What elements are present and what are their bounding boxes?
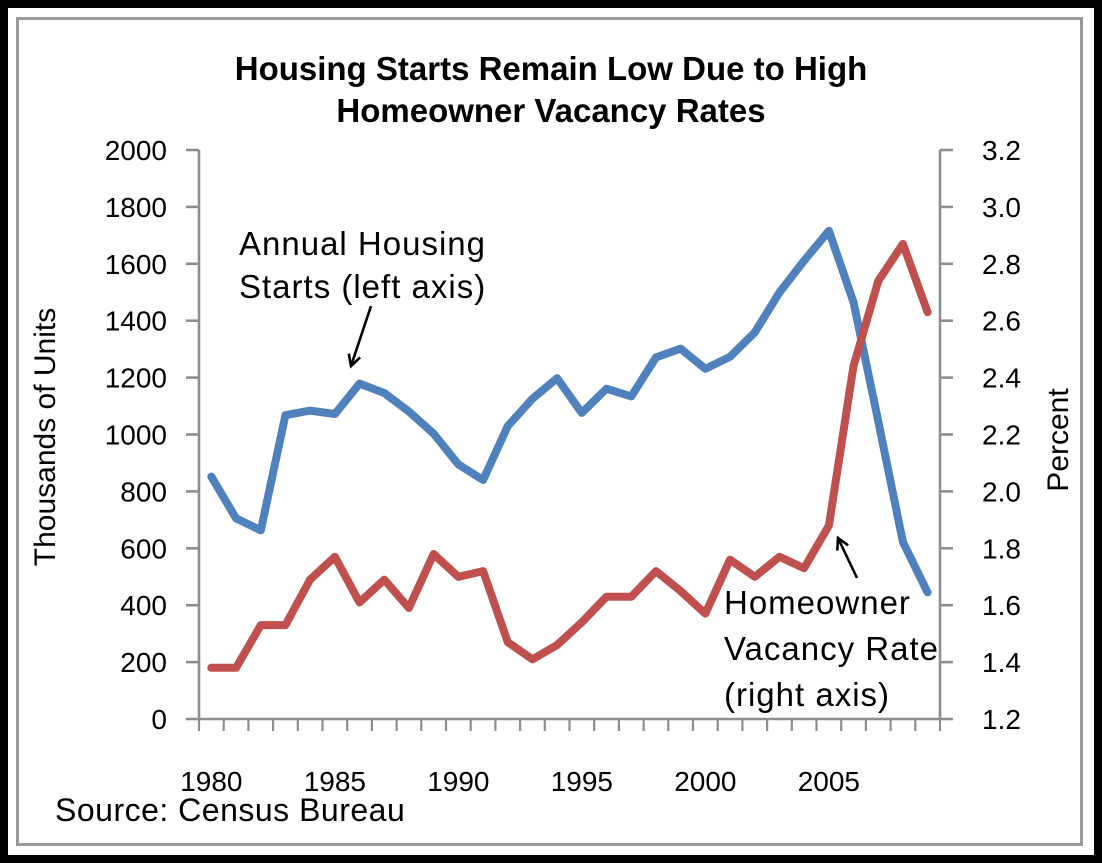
annotation-housing-starts-line-1: Annual Housing: [239, 225, 486, 262]
right-axis-tick-label: 1.4: [982, 647, 1021, 678]
right-axis-tick-label: 3.0: [982, 192, 1021, 223]
right-axis-tick-label: 3.2: [982, 135, 1021, 166]
x-axis-tick-label: 1990: [427, 766, 489, 797]
source-note: Source: Census Bureau: [55, 792, 406, 828]
x-axis-tick-label: 1995: [551, 766, 613, 797]
chart-title-line-1: Housing Starts Remain Low Due to High: [234, 50, 868, 87]
left-axis-title: Thousands of Units: [29, 307, 62, 567]
x-axis-tick-label: 2000: [674, 766, 736, 797]
chart-frame: [16, 17, 1083, 846]
annotation-vacancy-rate-line-2: Vacancy Rate: [724, 630, 939, 667]
annotation-housing-starts-line-2: Starts (left axis): [239, 268, 487, 305]
right-axis-tick-label: 1.8: [982, 533, 1021, 564]
vacancy-rate-arrow: [836, 535, 859, 579]
annotation-vacancy-rate-line-3: (right axis): [724, 676, 891, 713]
right-axis-tick-label: 2.2: [982, 420, 1021, 451]
right-axis-title: Percent: [1042, 388, 1075, 492]
chart-title: Housing Starts Remain Low Due to High Ho…: [0, 48, 1102, 132]
x-axis-tick-label: 2005: [798, 766, 860, 797]
annotation-vacancy-rate: Homeowner Vacancy Rate (right axis): [724, 580, 939, 718]
annotation-housing-starts: Annual Housing Starts (left axis): [239, 222, 486, 308]
annual-housing-starts-line: [207, 226, 932, 597]
right-axis-tick-label: 1.6: [982, 590, 1021, 621]
left-axis-tick-label: 0: [151, 704, 167, 735]
left-axis-tick-label: 1400: [105, 306, 167, 337]
housing-starts-arrow: [347, 305, 373, 369]
left-axis-tick-label: 200: [120, 647, 167, 678]
right-axis-tick-label: 2.8: [982, 249, 1021, 280]
left-axis-tick-label: 1000: [105, 420, 167, 451]
homeowner-vacancy-rate-line: [207, 239, 932, 672]
annotation-vacancy-rate-line-1: Homeowner: [724, 584, 911, 621]
x-axis-tick-label: 1985: [304, 766, 366, 797]
left-axis-tick-label: 1800: [105, 192, 167, 223]
right-axis-tick-label: 2.6: [982, 306, 1021, 337]
left-axis-tick-label: 2000: [105, 135, 167, 166]
right-axis-tick-label: 1.2: [982, 704, 1021, 735]
right-axis-tick-label: 2.4: [982, 363, 1021, 394]
left-axis-tick-label: 1200: [105, 363, 167, 394]
left-axis-tick-label: 1600: [105, 249, 167, 280]
right-axis-tick-label: 2.0: [982, 476, 1021, 507]
left-axis-tick-label: 400: [120, 590, 167, 621]
chart-title-line-2: Homeowner Vacancy Rates: [336, 92, 766, 129]
left-axis-tick-label: 600: [120, 533, 167, 564]
left-axis-tick-label: 800: [120, 476, 167, 507]
x-axis-tick-label: 1980: [180, 766, 242, 797]
